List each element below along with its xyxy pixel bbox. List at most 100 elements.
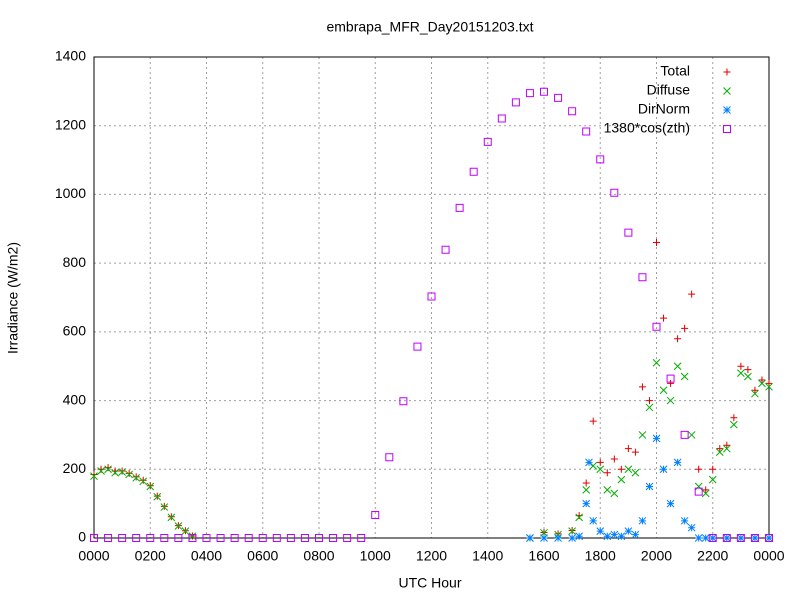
data-point — [174, 534, 183, 542]
data-point — [722, 534, 731, 542]
data-point — [132, 474, 141, 482]
data-point — [765, 534, 773, 542]
data-point — [469, 167, 478, 176]
data-point — [617, 475, 626, 484]
data-point — [596, 458, 604, 466]
data-point — [153, 492, 162, 501]
data-point — [653, 239, 660, 247]
data-point — [674, 335, 682, 343]
data-point — [737, 534, 745, 542]
data-point — [730, 414, 738, 422]
data-point — [659, 386, 668, 395]
data-point — [737, 369, 745, 377]
data-point — [441, 245, 450, 254]
data-point — [582, 499, 591, 508]
data-point — [525, 89, 534, 98]
data-point — [385, 453, 394, 462]
data-point — [680, 372, 689, 381]
data-point — [315, 534, 323, 542]
data-point — [680, 430, 689, 439]
data-point — [666, 499, 675, 508]
x-tick-label: 1200 — [416, 548, 447, 564]
data-point — [624, 228, 633, 237]
data-point — [694, 482, 703, 491]
data-point — [174, 522, 183, 530]
data-point — [666, 396, 675, 405]
data-point — [652, 434, 661, 443]
data-point — [624, 445, 632, 453]
data-point — [695, 465, 703, 473]
data-point — [455, 203, 464, 212]
data-point — [540, 534, 548, 542]
data-point — [751, 389, 759, 398]
data-point — [160, 534, 169, 542]
data-point — [687, 431, 696, 439]
y-tick-label: 0 — [78, 529, 86, 545]
data-point — [286, 534, 295, 542]
data-point — [737, 362, 745, 370]
data-point — [603, 532, 612, 541]
y-tick-label: 600 — [63, 323, 87, 339]
data-point — [118, 467, 126, 475]
data-point — [610, 530, 619, 539]
data-point — [582, 127, 591, 136]
data-point — [181, 527, 190, 535]
data-point — [575, 513, 584, 522]
data-point — [603, 469, 611, 477]
data-point — [167, 513, 176, 522]
data-point — [680, 516, 689, 525]
data-point — [624, 527, 633, 535]
legend-marker — [723, 106, 731, 114]
data-point — [585, 458, 593, 467]
data-point — [596, 527, 605, 535]
data-point — [701, 489, 710, 498]
data-point — [90, 534, 98, 542]
data-point — [554, 93, 563, 102]
data-point — [758, 376, 766, 384]
data-point — [104, 465, 112, 474]
data-point — [329, 534, 338, 542]
y-tick-label: 800 — [63, 254, 87, 270]
x-tick-label: 0600 — [247, 548, 278, 564]
data-point — [715, 448, 724, 456]
data-point — [673, 362, 682, 371]
legend-marker — [723, 125, 731, 133]
legend-label: Diffuse — [647, 82, 691, 98]
data-point — [90, 472, 98, 481]
data-point — [610, 188, 619, 197]
data-point — [688, 290, 696, 298]
x-tick-label: 1000 — [360, 548, 391, 564]
data-point — [582, 479, 590, 487]
data-point — [554, 534, 562, 542]
data-point — [371, 510, 380, 519]
data-point — [118, 468, 126, 476]
data-point — [652, 322, 661, 331]
data-point — [343, 534, 352, 542]
data-point — [497, 114, 506, 123]
data-point — [645, 403, 654, 412]
data-point — [652, 358, 661, 367]
data-point — [132, 534, 141, 542]
data-point — [765, 382, 773, 391]
data-point — [125, 469, 133, 477]
data-point — [610, 489, 619, 498]
legend-marker — [723, 87, 731, 95]
x-tick-label: 0000 — [78, 548, 109, 564]
data-point — [272, 534, 281, 542]
data-point — [575, 532, 584, 541]
data-point — [709, 465, 717, 473]
data-point — [751, 386, 759, 394]
y-tick-label: 400 — [63, 391, 87, 407]
data-point — [132, 473, 140, 481]
data-point — [596, 465, 605, 474]
x-axis-label: UTC Hour — [398, 575, 461, 591]
data-point — [758, 379, 766, 388]
data-point — [765, 379, 773, 387]
data-point — [765, 534, 773, 542]
data-point — [230, 534, 239, 542]
data-point — [744, 372, 752, 381]
data-point — [687, 523, 696, 532]
x-tick-label: 2200 — [697, 548, 728, 564]
